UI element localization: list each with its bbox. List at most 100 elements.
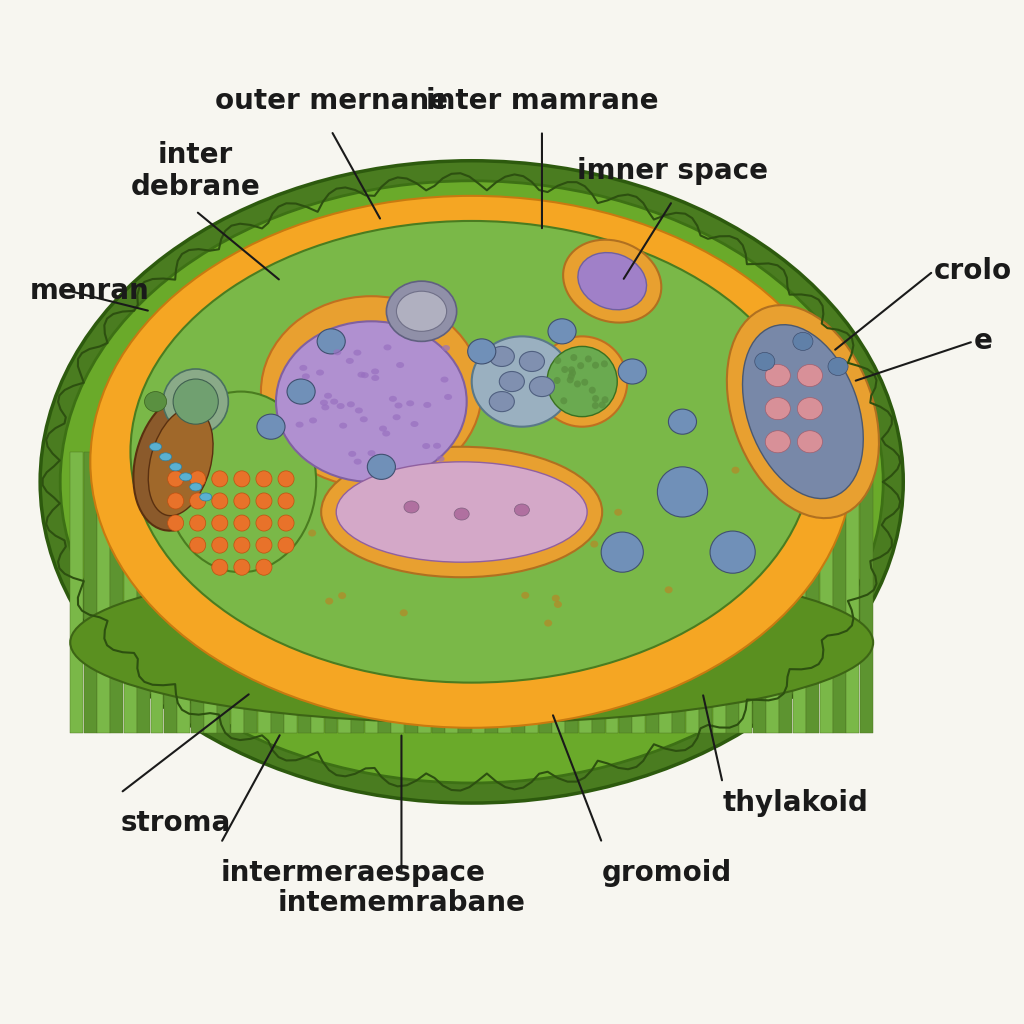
- Ellipse shape: [592, 361, 599, 369]
- Bar: [404, 452, 418, 733]
- Bar: [793, 452, 806, 733]
- Bar: [565, 452, 579, 733]
- Ellipse shape: [200, 493, 212, 501]
- Ellipse shape: [322, 446, 602, 578]
- Ellipse shape: [360, 372, 369, 378]
- Bar: [632, 452, 645, 733]
- Ellipse shape: [264, 446, 272, 454]
- Bar: [659, 452, 672, 733]
- Bar: [311, 452, 324, 733]
- Ellipse shape: [309, 418, 317, 424]
- Ellipse shape: [168, 493, 183, 509]
- Ellipse shape: [578, 253, 646, 309]
- Ellipse shape: [454, 508, 469, 520]
- Ellipse shape: [403, 524, 412, 531]
- Ellipse shape: [71, 562, 873, 723]
- Ellipse shape: [355, 408, 362, 414]
- Ellipse shape: [394, 402, 402, 409]
- Ellipse shape: [336, 462, 587, 562]
- Ellipse shape: [347, 525, 355, 532]
- Bar: [351, 452, 365, 733]
- Ellipse shape: [133, 393, 228, 530]
- Bar: [579, 452, 592, 733]
- Ellipse shape: [330, 398, 338, 404]
- Ellipse shape: [590, 541, 598, 548]
- Text: inter
debrane: inter debrane: [131, 140, 260, 201]
- Ellipse shape: [322, 404, 330, 411]
- Ellipse shape: [563, 240, 662, 323]
- Ellipse shape: [280, 438, 288, 445]
- Ellipse shape: [765, 431, 791, 453]
- Ellipse shape: [567, 373, 574, 380]
- Bar: [618, 452, 632, 733]
- Ellipse shape: [435, 438, 442, 445]
- Text: intememrabane: intememrabane: [278, 890, 525, 918]
- Ellipse shape: [371, 369, 379, 375]
- Ellipse shape: [552, 595, 560, 602]
- Bar: [151, 452, 164, 733]
- Bar: [190, 452, 204, 733]
- Ellipse shape: [433, 442, 441, 449]
- Ellipse shape: [601, 360, 608, 368]
- Bar: [124, 452, 137, 733]
- Ellipse shape: [287, 379, 315, 404]
- Text: gromoid: gromoid: [602, 859, 732, 888]
- Ellipse shape: [316, 370, 324, 376]
- Ellipse shape: [570, 354, 578, 361]
- Ellipse shape: [296, 422, 303, 428]
- Ellipse shape: [179, 473, 191, 481]
- Bar: [485, 452, 498, 733]
- Ellipse shape: [233, 471, 250, 486]
- Bar: [726, 452, 739, 733]
- Bar: [204, 452, 217, 733]
- Ellipse shape: [422, 443, 430, 450]
- Ellipse shape: [353, 349, 361, 355]
- Ellipse shape: [256, 515, 272, 531]
- Bar: [298, 452, 310, 733]
- Bar: [539, 452, 552, 733]
- Ellipse shape: [599, 401, 606, 409]
- Ellipse shape: [489, 391, 514, 412]
- Bar: [673, 452, 685, 733]
- Bar: [472, 452, 484, 733]
- Ellipse shape: [399, 609, 408, 616]
- Ellipse shape: [423, 402, 431, 408]
- Ellipse shape: [379, 426, 387, 431]
- Ellipse shape: [554, 357, 561, 364]
- Ellipse shape: [742, 325, 863, 499]
- Text: outer mernane: outer mernane: [215, 86, 447, 115]
- Bar: [819, 452, 833, 733]
- Ellipse shape: [568, 367, 575, 374]
- Ellipse shape: [665, 587, 673, 593]
- Ellipse shape: [189, 483, 202, 490]
- Ellipse shape: [166, 391, 316, 572]
- Ellipse shape: [257, 434, 265, 441]
- Text: imner space: imner space: [577, 157, 768, 184]
- Ellipse shape: [561, 366, 568, 373]
- Ellipse shape: [755, 352, 775, 371]
- Ellipse shape: [828, 357, 848, 376]
- Bar: [391, 452, 404, 733]
- Bar: [271, 452, 284, 733]
- Ellipse shape: [529, 377, 555, 396]
- Ellipse shape: [444, 394, 453, 400]
- Ellipse shape: [278, 471, 294, 486]
- Ellipse shape: [233, 493, 250, 509]
- Ellipse shape: [189, 493, 206, 509]
- Ellipse shape: [554, 601, 562, 608]
- Ellipse shape: [765, 365, 791, 386]
- Ellipse shape: [765, 397, 791, 420]
- Bar: [699, 452, 712, 733]
- Ellipse shape: [386, 282, 457, 341]
- Ellipse shape: [793, 333, 813, 350]
- Bar: [713, 452, 726, 733]
- Bar: [646, 452, 658, 733]
- Bar: [806, 452, 819, 733]
- Bar: [365, 452, 378, 733]
- Ellipse shape: [326, 598, 333, 604]
- Bar: [71, 452, 83, 733]
- Ellipse shape: [392, 414, 400, 420]
- Bar: [833, 452, 846, 733]
- Ellipse shape: [148, 408, 213, 516]
- Ellipse shape: [407, 400, 414, 407]
